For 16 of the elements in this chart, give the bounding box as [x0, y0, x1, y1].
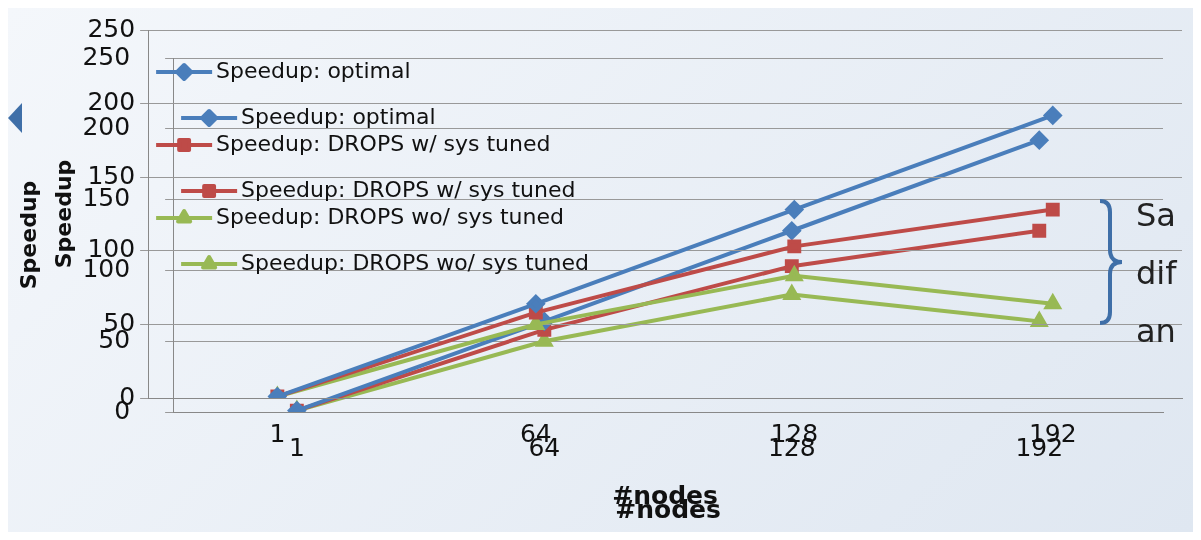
y-tick-label: 150 — [82, 183, 131, 213]
x-tick-label: 1 — [269, 418, 286, 448]
y-axis-title: Speedup — [50, 159, 76, 269]
legend-label: Speedup: optimal — [241, 103, 436, 129]
annotation: dif — [1136, 254, 1177, 292]
legend-label: Speedup: DROPS wo/ sys tuned — [241, 249, 589, 275]
y-tick-label: 250 — [82, 41, 131, 71]
legend-label: Speedup: optimal — [216, 57, 411, 83]
legend-label: Speedup: DROPS w/ sys tuned — [216, 130, 551, 156]
x-tick-label: 1 — [288, 432, 305, 462]
legend-label: Speedup: DROPS wo/ sys tuned — [216, 203, 564, 229]
y-axis-title: Speedup — [15, 180, 41, 290]
legend-label: Speedup: DROPS w/ sys tuned — [241, 176, 576, 202]
annotation: an — [1136, 312, 1176, 350]
y-tick-label: 250 — [87, 13, 136, 43]
annotation: Sa — [1136, 196, 1176, 234]
